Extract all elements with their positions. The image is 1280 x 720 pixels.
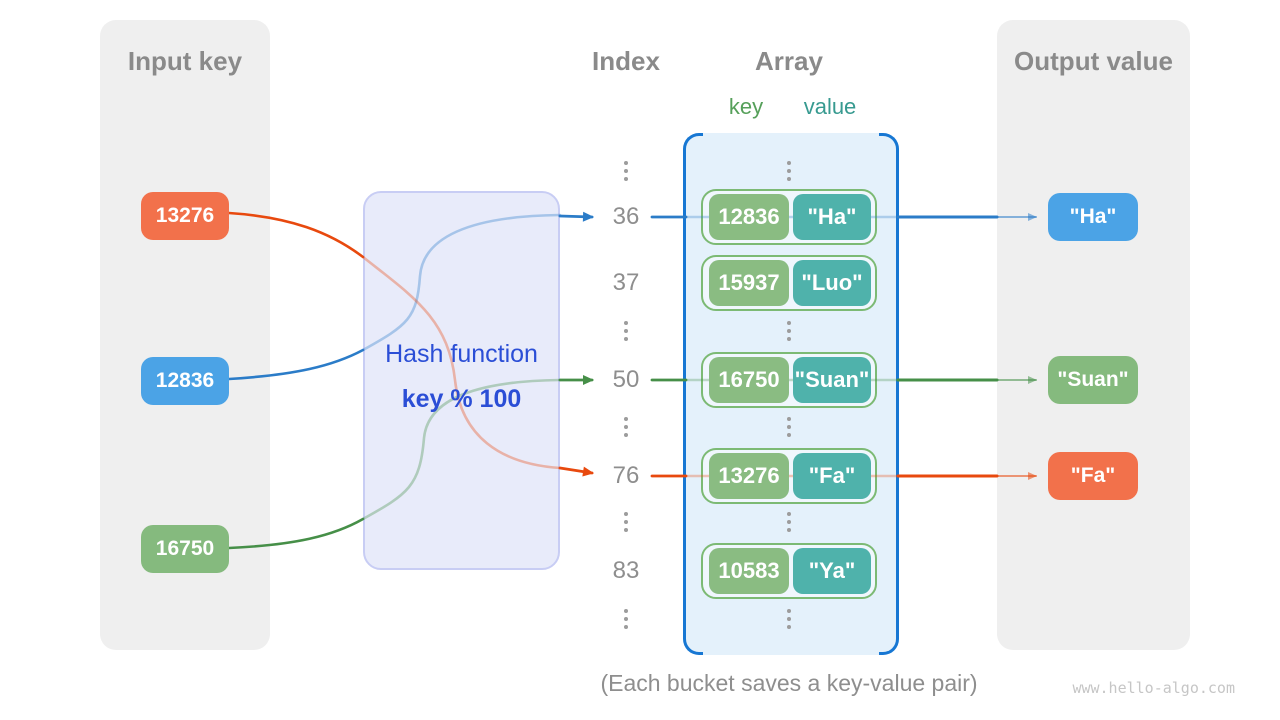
site-watermark: www.hello-algo.com bbox=[1072, 679, 1235, 697]
ellipsis-icon bbox=[623, 321, 629, 345]
input-key-box: 12836 bbox=[141, 357, 229, 405]
array-column-title: Array bbox=[755, 46, 823, 76]
index-value: 50 bbox=[612, 366, 640, 393]
input-key-box: 16750 bbox=[141, 525, 229, 573]
output-value-box: "Ha" bbox=[1048, 193, 1138, 241]
bucket-value-box: "Fa" bbox=[793, 453, 871, 499]
index-column-title: Index bbox=[592, 46, 660, 76]
bucket-value-box: "Luo" bbox=[793, 260, 871, 306]
index-value: 76 bbox=[612, 462, 640, 489]
bucket-value-box: "Suan" bbox=[793, 357, 871, 403]
ellipsis-icon bbox=[623, 161, 629, 185]
hash-function-text: Hash function key % 100 bbox=[363, 340, 560, 414]
blue-flow bbox=[227, 211, 1037, 381]
ellipsis-icon bbox=[623, 512, 629, 536]
arrow-blue-hash-to-index bbox=[558, 211, 594, 222]
bucket-key-box: 16750 bbox=[709, 357, 789, 403]
ellipsis-icon bbox=[786, 161, 792, 185]
ellipsis-icon bbox=[786, 609, 792, 633]
input-key-box: 13276 bbox=[141, 192, 229, 240]
bucket-value-box: "Ha" bbox=[793, 194, 871, 240]
bucket-key-box: 15937 bbox=[709, 260, 789, 306]
output-value-panel bbox=[997, 20, 1190, 650]
hash-function-title: Hash function bbox=[385, 340, 538, 368]
index-value: 83 bbox=[612, 557, 640, 584]
input-panel-title: Input key bbox=[127, 46, 243, 76]
array-left-bracket bbox=[683, 133, 703, 655]
diagram-caption: (Each bucket saves a key-value pair) bbox=[600, 670, 978, 696]
output-value-box: "Fa" bbox=[1048, 452, 1138, 500]
output-panel-title: Output value bbox=[1014, 46, 1173, 76]
bucket-key-box: 12836 bbox=[709, 194, 789, 240]
array-right-bracket bbox=[879, 133, 899, 655]
bucket-key-box: 10583 bbox=[709, 548, 789, 594]
arrow-orange-hash-to-index bbox=[558, 466, 594, 477]
ellipsis-icon bbox=[786, 512, 792, 536]
hash-function-formula: key % 100 bbox=[401, 385, 522, 413]
array-key-label: key bbox=[728, 94, 764, 119]
hash-function-box bbox=[363, 191, 560, 570]
output-value-box: "Suan" bbox=[1048, 356, 1138, 404]
ellipsis-icon bbox=[623, 417, 629, 441]
index-value: 37 bbox=[612, 269, 640, 296]
ellipsis-icon bbox=[623, 609, 629, 633]
bucket-value-box: "Ya" bbox=[793, 548, 871, 594]
array-value-label: value bbox=[803, 94, 857, 119]
ellipsis-icon bbox=[786, 417, 792, 441]
index-value: 36 bbox=[612, 203, 640, 230]
ellipsis-icon bbox=[786, 321, 792, 345]
bucket-key-box: 13276 bbox=[709, 453, 789, 499]
orange-flow bbox=[227, 211, 1037, 480]
